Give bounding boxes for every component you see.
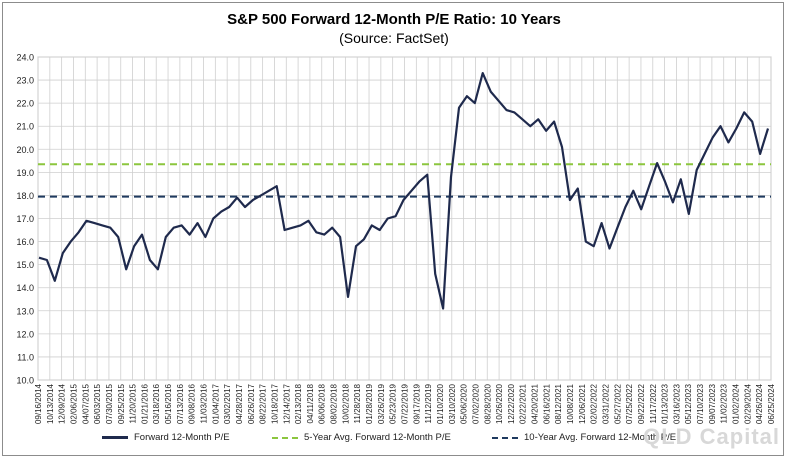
x-tick-label: 10/18/2017 [270, 383, 279, 424]
x-tick-label: 02/06/2015 [69, 383, 78, 424]
legend-swatch-forward-pe [102, 436, 128, 439]
x-tick-label: 10/08/2021 [566, 383, 575, 424]
x-tick-label: 07/30/2015 [105, 383, 114, 424]
legend-item-5yr-avg: 5-Year Avg. Forward 12-Month P/E [272, 432, 451, 443]
x-tick-label: 04/20/2021 [531, 383, 540, 424]
chart-subtitle: (Source: FactSet) [339, 30, 449, 46]
x-tick-label: 01/21/2016 [140, 383, 149, 424]
watermark-logo: QLD Capital [643, 424, 780, 449]
x-tick-label: 02/02/2022 [590, 383, 599, 424]
legend-swatch-5yr-avg [272, 436, 298, 439]
x-tick-label: 11/03/2016 [200, 383, 209, 423]
legend-label-forward-pe: Forward 12-Month P/E [134, 432, 230, 443]
pe-series-line [38, 72, 770, 310]
x-tick-label: 10/13/2014 [46, 383, 55, 424]
x-tick-label: 11/12/2019 [424, 383, 433, 423]
x-tick-label: 05/06/2020 [460, 383, 469, 424]
x-tick-label: 09/25/2015 [117, 383, 126, 424]
x-tick-label: 03/10/2020 [448, 383, 457, 424]
y-tick-label: 12.0 [16, 329, 34, 339]
y-tick-label: 22.0 [16, 99, 34, 109]
x-tick-label: 03/16/2023 [672, 383, 681, 424]
x-tick-label: 05/16/2016 [164, 383, 173, 424]
y-tick-label: 23.0 [16, 76, 34, 86]
x-tick-label: 09/08/2016 [188, 383, 197, 424]
x-tick-label: 11/20/2015 [129, 383, 138, 423]
y-tick-label: 20.0 [16, 145, 34, 155]
x-tick-label: 07/10/2023 [696, 383, 705, 424]
legend: Forward 12-Month P/E 5-Year Avg. Forward… [0, 432, 788, 450]
x-tick-label: 12/14/2017 [282, 383, 291, 424]
x-tick-label: 03/31/2022 [601, 383, 610, 424]
x-tick-label: 09/22/2022 [637, 383, 646, 424]
legend-label-10yr-avg: 10-Year Avg. Forward 12-Month P/E [524, 432, 677, 443]
x-tick-label: 01/02/2024 [732, 383, 741, 424]
legend-item-forward-pe: Forward 12-Month P/E [102, 432, 230, 443]
x-tick-label: 06/25/2024 [767, 383, 776, 424]
x-tick-label: 10/26/2020 [495, 383, 504, 424]
y-tick-label: 17.0 [16, 214, 34, 224]
x-tick-label: 06/06/2018 [318, 383, 327, 424]
y-tick-label: 21.0 [16, 122, 34, 132]
legend-label-5yr-avg: 5-Year Avg. Forward 12-Month P/E [304, 432, 451, 443]
x-tick-label: 03/02/2017 [223, 383, 232, 424]
x-tick-label: 12/09/2014 [58, 383, 67, 424]
x-tick-label: 06/16/2021 [542, 383, 551, 424]
legend-swatch-10yr-avg [492, 436, 518, 439]
x-tick-label: 07/13/2016 [176, 383, 185, 424]
x-tick-label: 07/22/2019 [401, 383, 410, 424]
x-tick-label: 08/28/2020 [483, 383, 492, 424]
x-tick-label: 10/02/2018 [341, 383, 350, 424]
x-tick-label: 08/02/2018 [330, 383, 339, 424]
x-tick-label: 07/25/2022 [625, 383, 634, 424]
x-tick-label: 08/12/2021 [554, 383, 563, 424]
chart-title: S&P 500 Forward 12-Month P/E Ratio: 10 Y… [227, 11, 561, 28]
x-tick-label: 02/29/2024 [743, 383, 752, 424]
x-tick-label: 04/11/2018 [306, 383, 315, 423]
chart-frame [2, 2, 784, 456]
y-tick-label: 18.0 [16, 191, 34, 201]
x-tick-label: 02/22/2021 [519, 383, 528, 424]
x-tick-label: 09/17/2019 [412, 383, 421, 424]
x-tick-label: 11/17/2022 [649, 383, 658, 423]
y-tick-label: 11.0 [17, 352, 34, 362]
x-tick-label: 06/26/2017 [247, 383, 256, 424]
y-tick-label: 19.0 [16, 168, 34, 178]
x-tick-label: 04/28/2017 [235, 383, 244, 424]
x-tick-label: 07/02/2020 [471, 383, 480, 424]
legend-item-10yr-avg: 10-Year Avg. Forward 12-Month P/E [492, 432, 676, 443]
x-tick-label: 05/12/2023 [684, 383, 693, 424]
x-tick-label: 03/26/2019 [377, 383, 386, 424]
x-tick-label: 01/10/2020 [436, 383, 445, 424]
x-tick-label: 05/27/2022 [613, 383, 622, 424]
x-tick-label: 08/22/2017 [259, 383, 268, 424]
x-tick-label: 03/18/2016 [152, 383, 161, 424]
y-tick-label: 14.0 [16, 283, 34, 293]
x-tick-label: 09/16/2014 [34, 383, 43, 424]
y-tick-label: 10.0 [16, 376, 34, 386]
x-tick-label: 11/02/2023 [720, 383, 729, 423]
x-tick-label: 05/23/2019 [389, 383, 398, 424]
x-tick-label: 01/13/2023 [661, 383, 670, 424]
x-tick-label: 09/07/2023 [708, 383, 717, 424]
x-tick-label: 01/28/2019 [365, 383, 374, 424]
x-tick-label: 02/13/2018 [294, 383, 303, 424]
x-tick-label: 04/26/2024 [755, 383, 764, 424]
x-tick-label: 12/06/2021 [578, 383, 587, 424]
x-tick-label: 12/22/2020 [507, 383, 516, 424]
x-tick-label: 11/28/2018 [353, 383, 362, 423]
y-tick-label: 16.0 [16, 237, 34, 247]
y-tick-label: 24.0 [16, 53, 34, 63]
y-tick-label: 15.0 [16, 260, 34, 270]
x-tick-label: 06/03/2015 [93, 383, 102, 424]
x-tick-label: 01/04/2017 [211, 383, 220, 424]
x-tick-label: 04/07/2015 [81, 383, 90, 424]
y-tick-label: 13.0 [16, 306, 34, 316]
